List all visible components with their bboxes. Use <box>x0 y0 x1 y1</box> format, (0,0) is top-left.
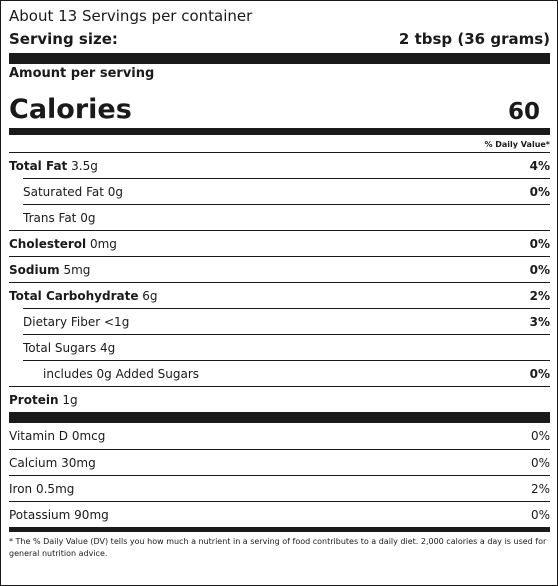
nutrient-row-added-sugars: includes 0g Added Sugars 0% <box>23 360 550 386</box>
nutrient-amount: <1g <box>104 314 130 329</box>
vitamin-row-calcium: Calcium 30mg 0% <box>9 449 550 475</box>
nutrient-name: includes 0g Added Sugars <box>43 366 200 381</box>
divider-footnote <box>9 527 550 532</box>
divider-thick <box>9 53 550 64</box>
nutrient-name: Total Fat <box>9 158 68 173</box>
daily-value-header: % Daily Value* <box>484 140 550 149</box>
nutrient-name: Cholesterol <box>9 236 87 251</box>
nutrient-row-sodium: Sodium 5mg 0% <box>9 256 550 282</box>
nutrient-amount: 4g <box>100 340 116 355</box>
nutrient-name: Sodium <box>9 262 60 277</box>
nutrient-name: Protein <box>9 392 59 407</box>
nutrient-row-saturated-fat: Saturated Fat 0g 0% <box>23 178 550 204</box>
vitamin-dv: 0% <box>530 507 550 522</box>
calories-value: 60 <box>507 99 540 125</box>
divider-thick-vitamins <box>9 412 550 423</box>
nutrient-row-total-sugars: Total Sugars 4g <box>23 334 550 360</box>
divider-medium <box>9 128 550 135</box>
nutrient-row-cholesterol: Cholesterol 0mg 0% <box>9 230 550 256</box>
vitamin-dv: 2% <box>530 481 550 496</box>
vitamin-amount: 30mg <box>61 455 96 470</box>
vitamin-dv: 0% <box>530 429 550 443</box>
nutrient-amount: 6g <box>142 288 158 303</box>
vitamin-amount: 90mg <box>74 507 109 522</box>
nutrient-row-total-fat: Total Fat 3.5g 4% <box>9 152 550 178</box>
servings-per-container: About 13 Servings per container <box>9 7 253 25</box>
serving-size-value: 2 tbsp (36 grams) <box>398 30 550 48</box>
nutrient-amount: 5mg <box>63 262 91 277</box>
nutrient-name: Trans Fat <box>23 210 77 225</box>
nutrient-name: Total Sugars <box>23 340 97 355</box>
vitamin-row-potassium: Potassium 90mg 0% <box>9 501 550 527</box>
calories-row: Calories 60 <box>9 91 550 125</box>
nutrient-dv: 0% <box>529 366 550 381</box>
vitamin-amount: 0.5mg <box>35 481 75 496</box>
calories-label: Calories <box>9 94 132 125</box>
nutrient-dv: 0% <box>529 262 550 277</box>
nutrient-name: Saturated Fat <box>23 184 104 199</box>
nutrient-dv: 2% <box>529 288 550 303</box>
amount-per-serving: Amount per serving <box>9 66 155 81</box>
vitamin-amount: 0mcg <box>71 429 106 443</box>
vitamin-dv: 0% <box>530 455 550 470</box>
vitamin-name: Vitamin D <box>9 429 69 443</box>
vitamin-row-iron: Iron 0.5mg 2% <box>9 475 550 501</box>
serving-size-label: Serving size: <box>9 30 118 48</box>
vitamin-row-vitamin-d: Vitamin D 0mcg 0% <box>9 423 550 449</box>
nutrient-dv: 0% <box>529 184 550 199</box>
nutrient-name: Dietary Fiber <box>23 314 101 329</box>
nutrient-row-total-carbohydrate: Total Carbohydrate 6g 2% <box>9 282 550 308</box>
vitamin-name: Iron <box>9 481 33 496</box>
nutrient-row-dietary-fiber: Dietary Fiber <1g 3% <box>23 308 550 334</box>
vitamin-name: Potassium <box>9 507 71 522</box>
nutrient-dv: 0% <box>529 236 550 251</box>
nutrient-amount: 0g <box>107 184 124 199</box>
nutrient-row-trans-fat: Trans Fat 0g <box>23 204 550 230</box>
serving-size-row: Serving size: 2 tbsp (36 grams) <box>9 25 550 53</box>
nutrient-row-protein: Protein 1g <box>9 386 550 412</box>
nutrient-amount: 3.5g <box>71 158 98 173</box>
daily-value-footnote: * The % Daily Value (DV) tells you how m… <box>9 537 547 558</box>
nutrient-dv: 4% <box>529 158 550 173</box>
vitamin-name: Calcium <box>9 455 58 470</box>
nutrient-amount: 0g <box>80 210 96 225</box>
nutrient-dv: 3% <box>529 314 550 329</box>
nutrient-amount: 1g <box>62 392 78 407</box>
nutrient-amount: 0mg <box>89 236 117 251</box>
nutrient-name: Total Carbohydrate <box>9 288 139 303</box>
